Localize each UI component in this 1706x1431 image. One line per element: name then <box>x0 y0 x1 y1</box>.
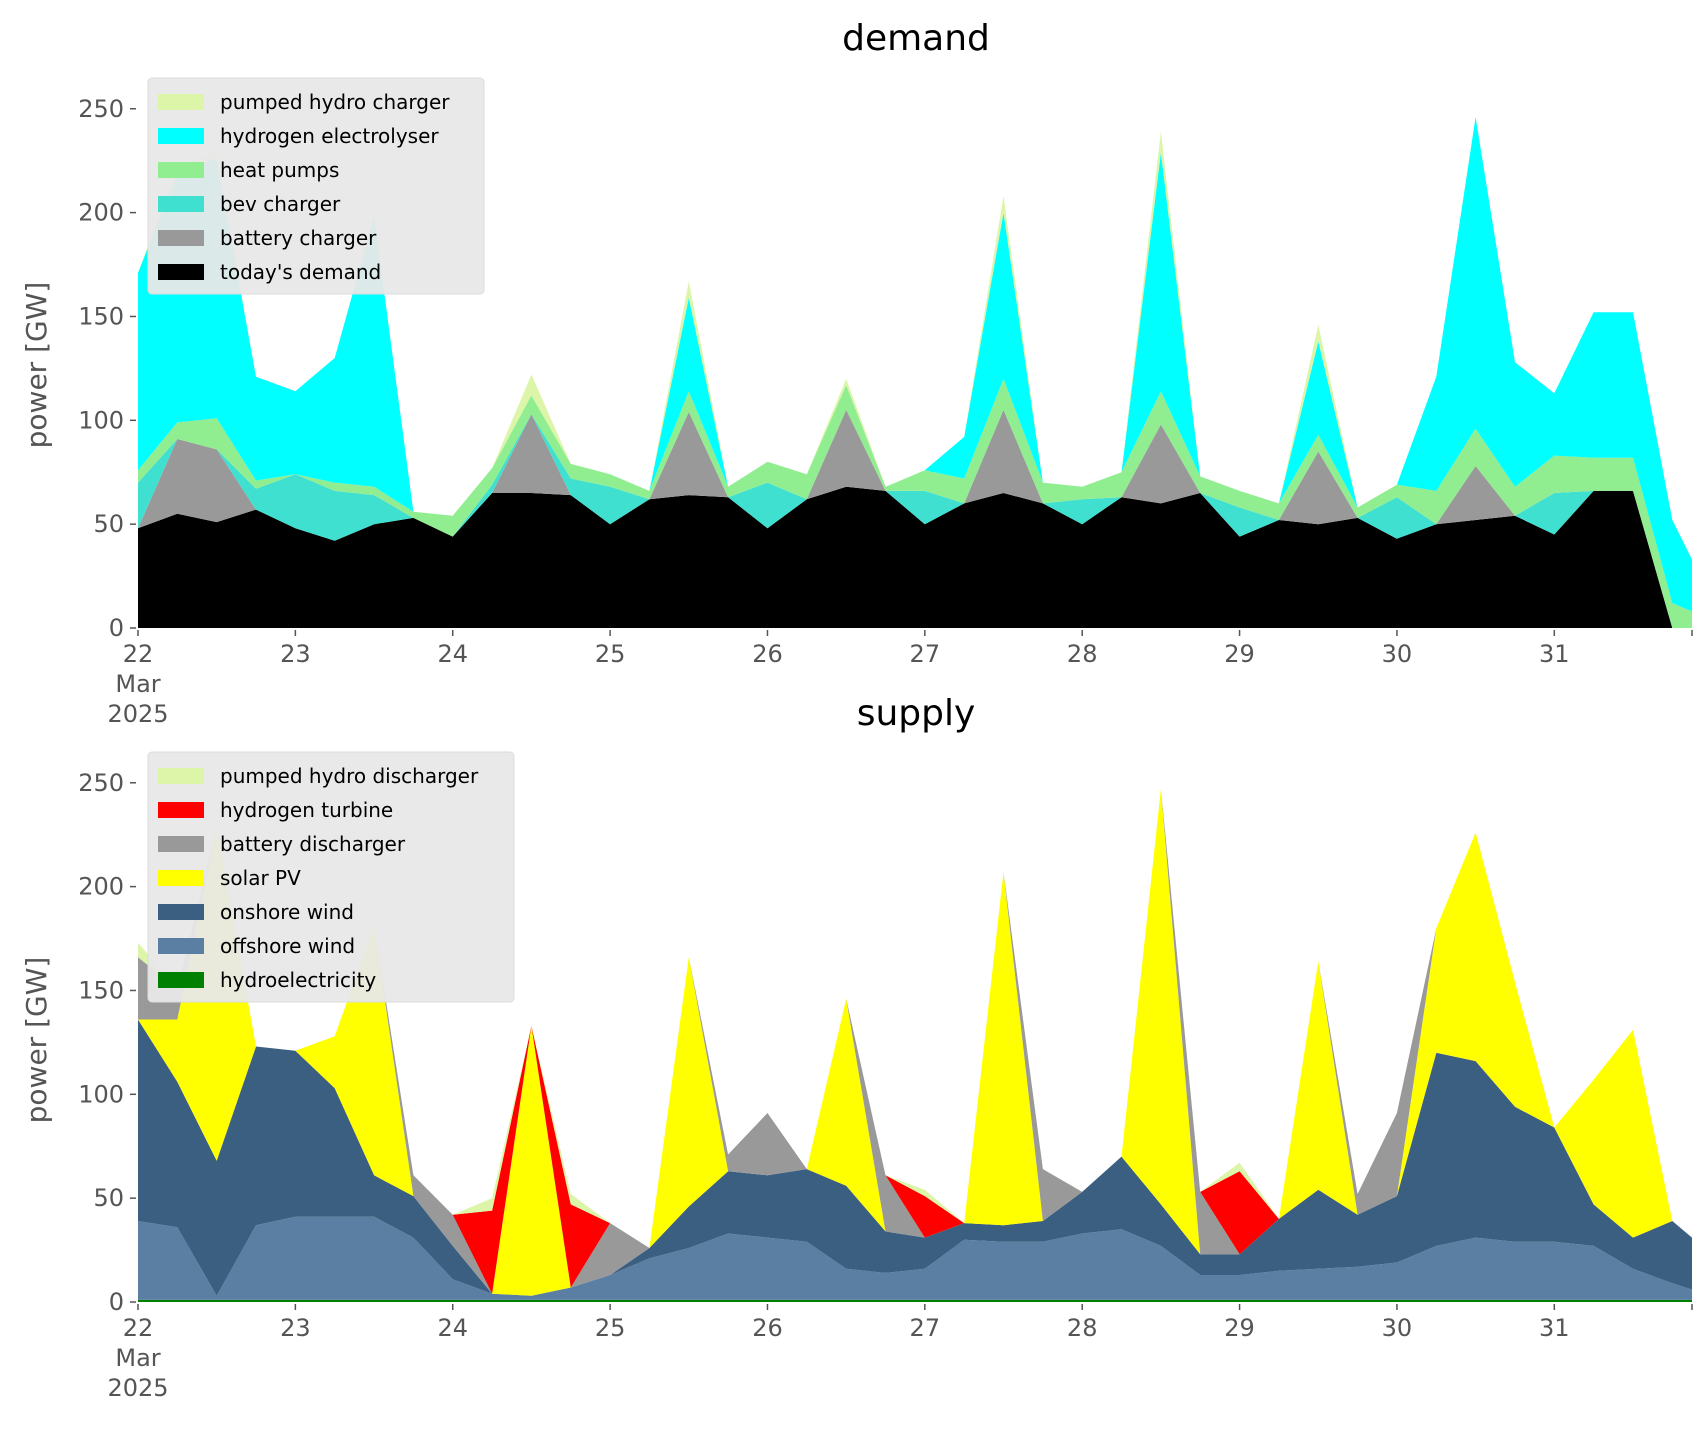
x-tick-label: 26 <box>752 640 783 668</box>
x-tick-label: 25 <box>595 640 626 668</box>
legend-label-offshore-wind: offshore wind <box>220 934 355 958</box>
legend-label-battery-charger: battery charger <box>220 226 377 250</box>
x-tick-label: 30 <box>1382 1314 1413 1342</box>
y-tick-label: 200 <box>78 873 124 901</box>
supply-chart: supply power [GW] 05010015020025022Mar20… <box>20 693 1693 1402</box>
y-tick-label: 100 <box>78 406 124 434</box>
series-area-heat-pumps <box>138 378 1692 628</box>
x-tick-label: 27 <box>910 640 941 668</box>
legend-swatch-today-s-demand <box>158 264 204 280</box>
series-area-onshore-wind <box>138 1019 1692 1296</box>
series-area-solar-pv <box>138 789 1692 1296</box>
x-tick-label: 28 <box>1067 640 1098 668</box>
legend-label-hydrogen-turbine: hydrogen turbine <box>220 798 393 822</box>
y-tick-label: 0 <box>109 1288 124 1316</box>
legend-label-heat-pumps: heat pumps <box>220 158 339 182</box>
x-tick-label: 31 <box>1539 1314 1570 1342</box>
x-tick-label: 31 <box>1539 640 1570 668</box>
chart-title: demand <box>842 18 990 59</box>
y-tick-label: 50 <box>93 510 124 538</box>
x-tick-label: 24 <box>437 1314 468 1342</box>
series-area-bev-charger <box>138 409 1692 628</box>
area-layers <box>138 117 1692 628</box>
x-tick-label: Mar <box>115 1344 160 1372</box>
series-area-today-s-demand <box>138 486 1692 628</box>
legend-swatch-bev-charger <box>158 196 204 212</box>
series-area-offshore-wind <box>138 1216 1692 1300</box>
x-tick-label: 23 <box>280 1314 311 1342</box>
y-tick-label: 250 <box>78 769 124 797</box>
legend-swatch-solar-pv <box>158 870 204 886</box>
legend-swatch-hydrogen-electrolyser <box>158 128 204 144</box>
x-tick-label: 2025 <box>107 700 168 728</box>
y-tick-label: 100 <box>78 1080 124 1108</box>
x-tick-label: 30 <box>1382 640 1413 668</box>
legend-box <box>147 77 485 295</box>
legend-label-today-s-demand: today's demand <box>220 260 381 284</box>
y-axis-label: power [GW] <box>20 282 53 449</box>
x-tick-label: 24 <box>437 640 468 668</box>
legend-box <box>147 751 515 1003</box>
y-tick-label: 150 <box>78 976 124 1004</box>
x-tick-label: 28 <box>1067 1314 1098 1342</box>
legend-label-bev-charger: bev charger <box>220 192 341 216</box>
y-tick-label: 50 <box>93 1184 124 1212</box>
chart-title: supply <box>857 693 976 734</box>
x-tick-label: 22 <box>123 640 154 668</box>
x-tick-label: 27 <box>910 1314 941 1342</box>
legend-swatch-offshore-wind <box>158 938 204 954</box>
legend-swatch-hydroelectricity <box>158 972 204 988</box>
legend-label-onshore-wind: onshore wind <box>220 900 354 924</box>
legend: pumped hydro discharger hydrogen turbine b… <box>147 751 515 1003</box>
legend-swatch-battery-discharger <box>158 836 204 852</box>
y-tick-label: 250 <box>78 95 124 123</box>
x-tick-label: 22 <box>123 1314 154 1342</box>
y-tick-label: 0 <box>109 614 124 642</box>
x-tick-label: Mar <box>115 670 160 698</box>
x-tick-label: 23 <box>280 640 311 668</box>
area-layers <box>138 789 1692 1302</box>
demand-chart: demand power [GW] 0 50 100 150 200 250 22Mar20… <box>20 18 1693 728</box>
x-tick-label: 29 <box>1224 1314 1255 1342</box>
series-area-hydrogen-turbine <box>138 789 1692 1294</box>
legend-label-pumped-hydro-charger: pumped hydro charger <box>220 90 450 114</box>
legend-swatch-pumped-hydro-charger <box>158 94 204 110</box>
series-area-hydroelectricity <box>138 1299 1692 1302</box>
legend-swatch-pumped-hydro-discharger <box>158 768 204 784</box>
legend-label-hydrogen-electrolyser: hydrogen electrolyser <box>220 124 439 148</box>
legend-swatch-hydrogen-turbine <box>158 802 204 818</box>
x-tick-label: 26 <box>752 1314 783 1342</box>
legend-label-hydroelectricity: hydroelectricity <box>220 968 376 992</box>
legend-label-pumped-hydro-discharger: pumped hydro discharger <box>220 764 479 788</box>
legend-label-solar-pv: solar PV <box>220 866 301 890</box>
legend-swatch-battery-charger <box>158 230 204 246</box>
y-axis-label: power [GW] <box>20 957 53 1124</box>
x-tick-label: 2025 <box>107 1374 168 1402</box>
x-tick-label: 25 <box>595 1314 626 1342</box>
legend-swatch-onshore-wind <box>158 904 204 920</box>
x-tick-label: 29 <box>1224 640 1255 668</box>
y-tick-label: 150 <box>78 302 124 330</box>
y-tick-label: 200 <box>78 199 124 227</box>
legend-swatch-heat-pumps <box>158 162 204 178</box>
series-area-battery-charger <box>138 409 1692 628</box>
legend-label-battery-discharger: battery discharger <box>220 832 406 856</box>
legend: pumped hydro charger hydrogen electrolyse… <box>147 77 485 295</box>
